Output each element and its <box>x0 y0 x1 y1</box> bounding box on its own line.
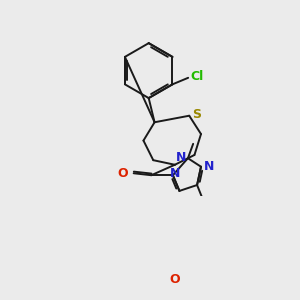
Text: Cl: Cl <box>191 70 204 83</box>
Text: O: O <box>118 167 128 180</box>
Text: N: N <box>176 151 186 164</box>
Text: O: O <box>169 273 180 286</box>
Text: N: N <box>170 167 180 180</box>
Text: S: S <box>193 108 202 121</box>
Text: N: N <box>204 160 214 172</box>
